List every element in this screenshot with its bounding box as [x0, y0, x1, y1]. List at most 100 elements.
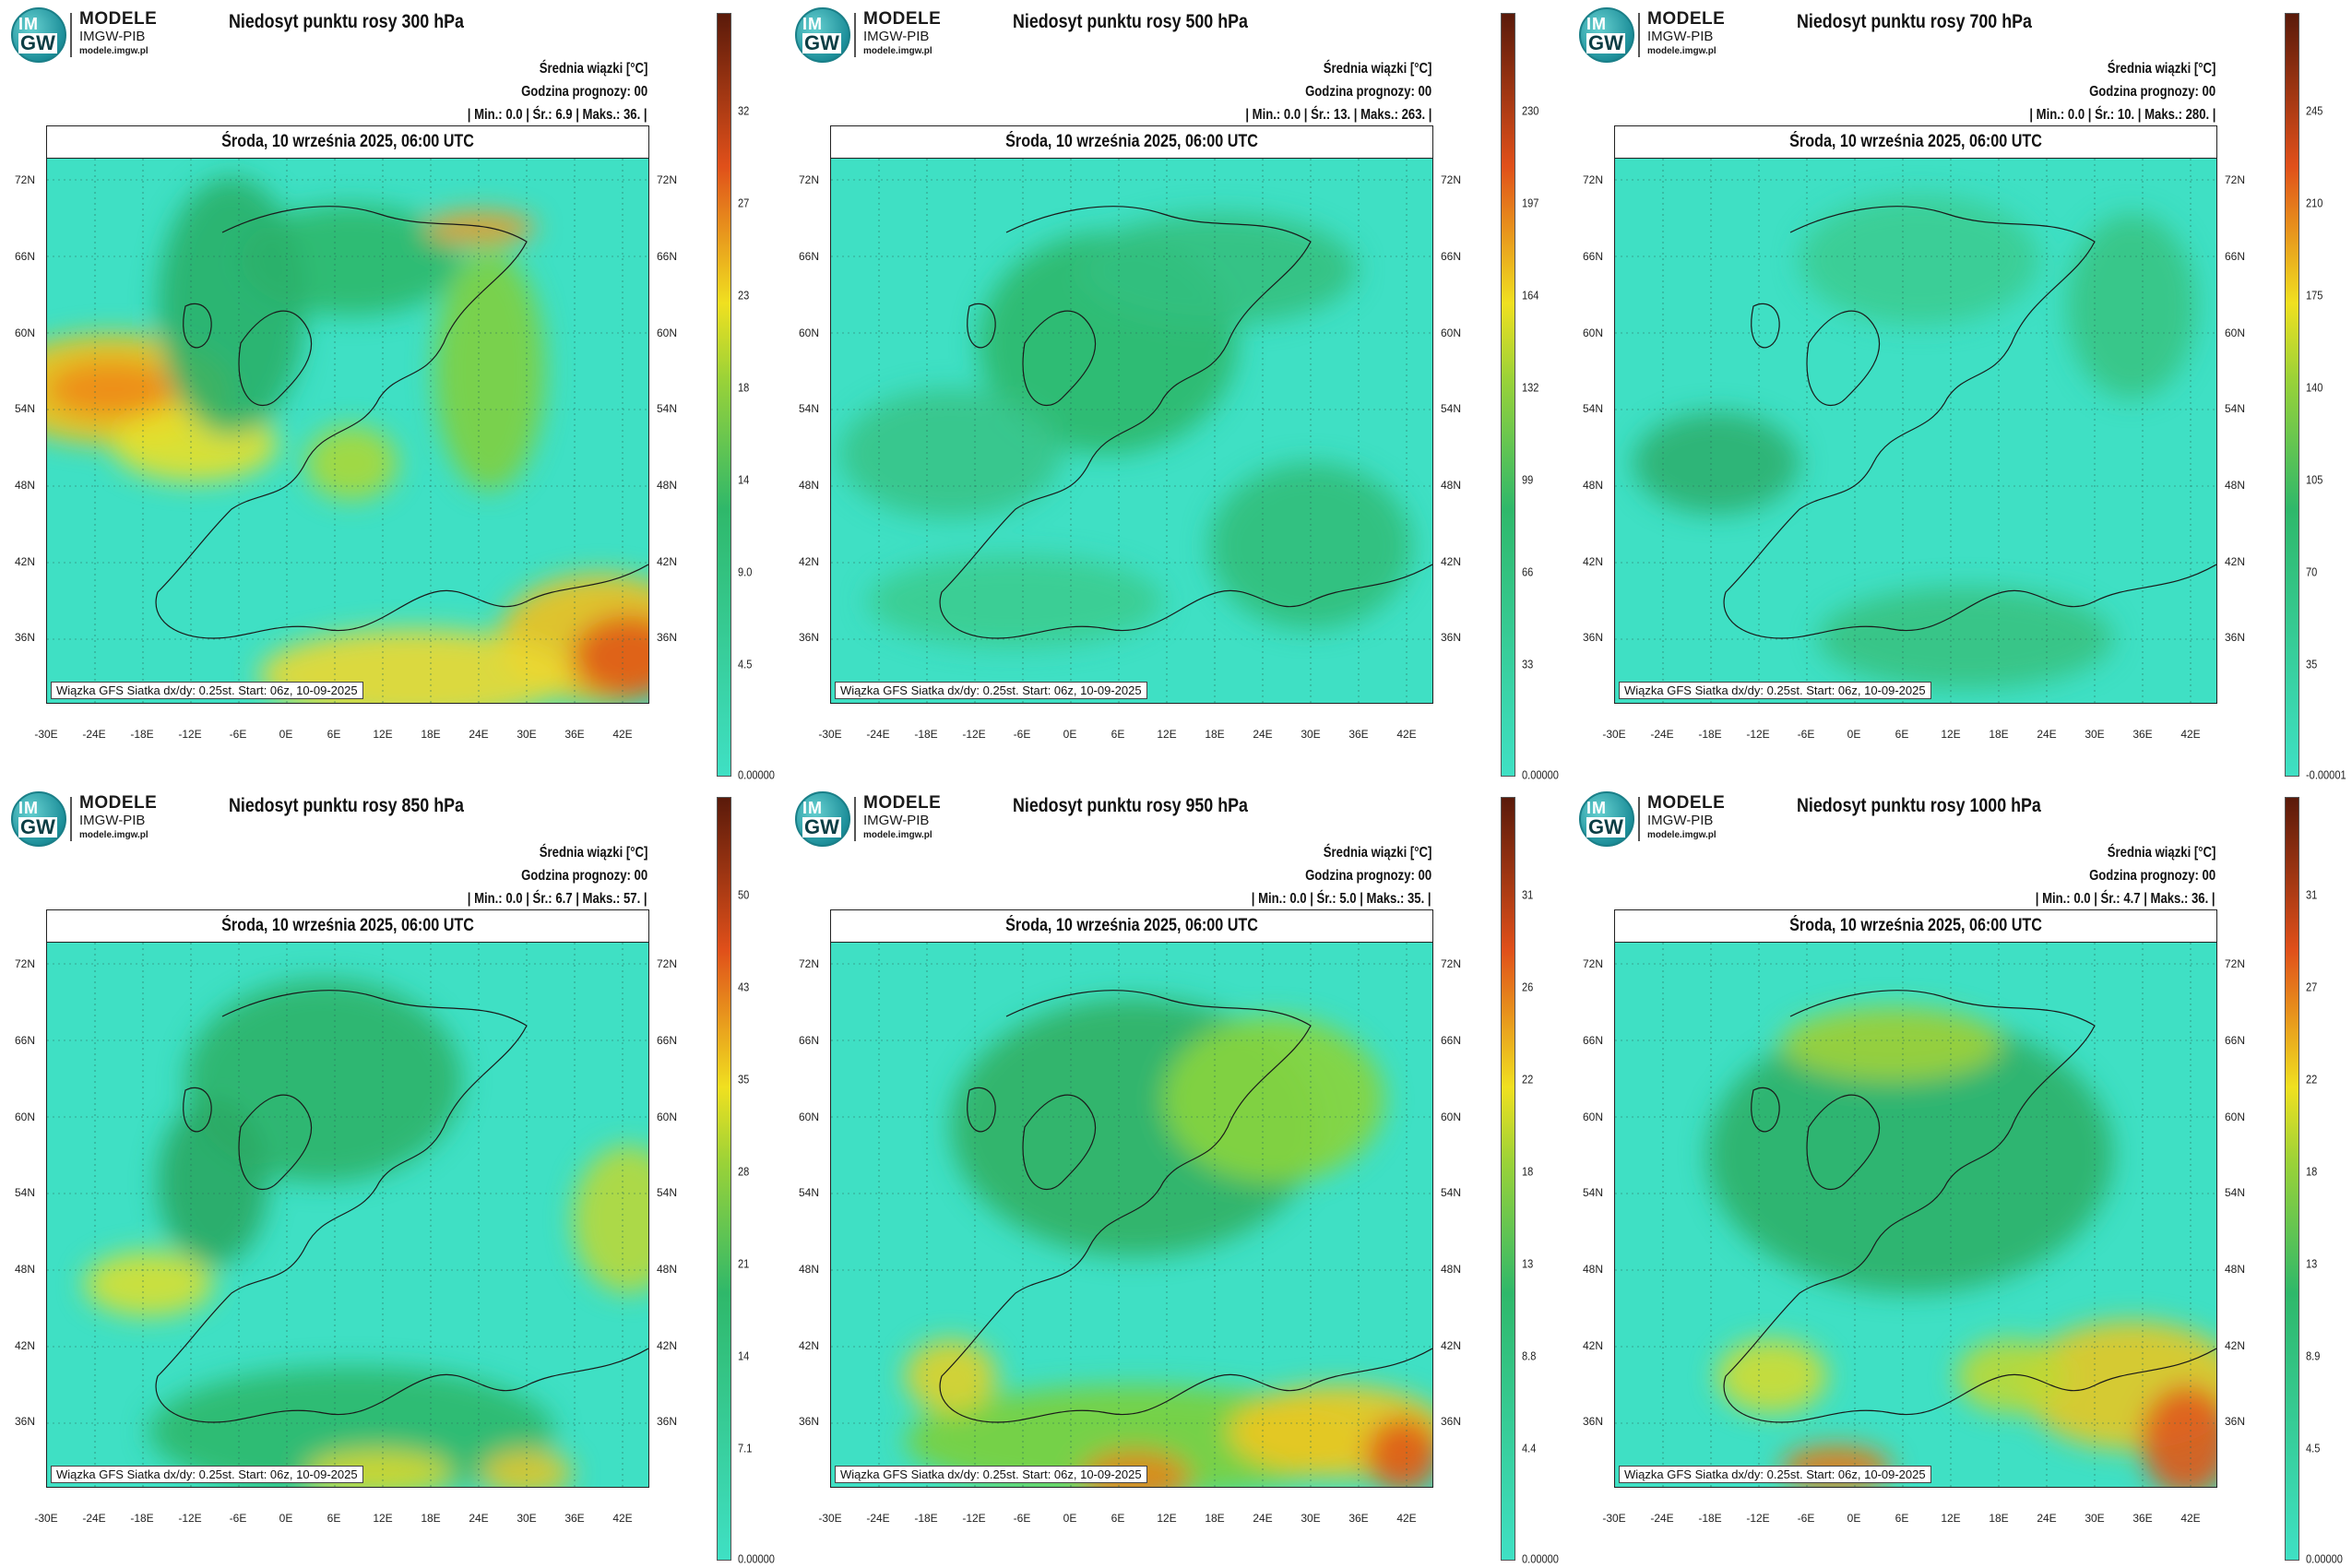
map-frame: Środa, 10 września 2025, 06:00 UTC Wiązka…	[830, 909, 1433, 1488]
stats-line: | Min.: 0.0 | Śr.: 10. | Maks.: 280. |	[2028, 107, 2215, 123]
colorbar-label: 27	[738, 196, 750, 210]
longitude-label: 30E	[2085, 728, 2105, 741]
colorbar-label: -0.00001	[2306, 767, 2346, 782]
longitude-label: 0E	[1847, 1512, 1861, 1525]
latitude-label: 54N	[1441, 1186, 1462, 1199]
latitude-label: 48N	[1441, 1263, 1462, 1276]
latitude-label: 72N	[1582, 173, 1603, 186]
latitude-label: 66N	[798, 1034, 819, 1047]
longitude-label: 30E	[1301, 728, 1321, 741]
field-patch	[434, 251, 545, 491]
latitude-label: 36N	[1441, 631, 1462, 644]
map-frame: Środa, 10 września 2025, 06:00 UTC Wiązka…	[46, 125, 649, 704]
colorbar-label: 27	[2306, 980, 2318, 994]
latitude-label: 48N	[1582, 479, 1603, 492]
latitude-label: 36N	[1582, 631, 1603, 644]
field-patch	[1818, 588, 2113, 689]
latitude-label: 66N	[2225, 1034, 2246, 1047]
logo-subtitle: IMGW-PIB	[79, 29, 146, 44]
model-footer: Wiązka GFS Siatka dx/dy: 0.25st. Start: …	[51, 1466, 363, 1483]
longitude-label: 30E	[2085, 1512, 2105, 1525]
latitude-label: 42N	[657, 555, 678, 568]
model-footer: Wiązka GFS Siatka dx/dy: 0.25st. Start: …	[1619, 1466, 1931, 1483]
average-label: Średnia wiązki [°C]	[2107, 845, 2215, 861]
colorbar-label: 210	[2306, 196, 2323, 210]
longitude-label: 42E	[1396, 1512, 1417, 1525]
longitude-label: 42E	[2180, 1512, 2201, 1525]
logo-title: MODELE	[79, 9, 158, 29]
logo-title: MODELE	[1647, 793, 1726, 813]
longitude-label: 12E	[1941, 728, 1961, 741]
imgw-logo: IM GW MODELE IMGW-PIB modele.imgw.pl	[1579, 7, 1736, 63]
colorbar	[2285, 797, 2299, 1561]
coastline	[1723, 206, 2216, 639]
longitude-label: 6E	[1111, 728, 1125, 741]
latitude-label: 42N	[14, 555, 35, 568]
latitude-label: 54N	[14, 402, 35, 415]
longitude-label: 42E	[612, 1512, 633, 1525]
longitude-label: 6E	[1895, 728, 1909, 741]
colorbar-label: 175	[2306, 288, 2323, 303]
latitude-label: 60N	[1441, 1111, 1462, 1123]
logo-divider	[1638, 797, 1640, 841]
colorbar-label: 140	[2306, 380, 2323, 395]
badge-bottom-text: GW	[802, 31, 841, 54]
colorbar	[2285, 13, 2299, 777]
badge-top-text: IM	[18, 15, 39, 33]
colorbar-label: 14	[738, 472, 750, 487]
latitude-label: 72N	[1441, 957, 1462, 970]
longitude-label: -12E	[1746, 1512, 1770, 1525]
longitude-label: -18E	[914, 728, 938, 741]
longitude-label: -18E	[130, 728, 154, 741]
coastline	[939, 206, 1432, 639]
latitude-label: 72N	[14, 173, 35, 186]
map-frame: Środa, 10 września 2025, 06:00 UTC Wiązka…	[1614, 909, 2217, 1488]
colorbar-label: 32	[738, 103, 750, 118]
longitude-label: 6E	[327, 1512, 341, 1525]
logo-title: MODELE	[79, 793, 158, 813]
average-label: Średnia wiązki [°C]	[2107, 61, 2215, 77]
latitude-label: 66N	[798, 250, 819, 263]
latitude-label: 42N	[14, 1339, 35, 1352]
latitude-label: 60N	[2225, 327, 2246, 339]
colorbar-label: 13	[1522, 1256, 1534, 1271]
latitude-label: 66N	[1441, 1034, 1462, 1047]
stats-line: | Min.: 0.0 | Śr.: 4.7 | Maks.: 36. |	[2036, 891, 2215, 907]
field-patch	[84, 1252, 213, 1316]
badge-top-text: IM	[18, 799, 39, 817]
colorbar-label: 18	[1522, 1164, 1534, 1179]
longitude-label: 24E	[1253, 728, 1273, 741]
longitude-label: 30E	[517, 1512, 537, 1525]
longitude-label: 24E	[469, 728, 489, 741]
colorbar-label: 0.00000	[1522, 1551, 1559, 1566]
latitude-label: 72N	[798, 173, 819, 186]
field-patch	[425, 211, 536, 244]
longitude-label: 12E	[373, 728, 393, 741]
map-date: Środa, 10 września 2025, 06:00 UTC	[831, 126, 1432, 159]
longitude-label: 0E	[1063, 728, 1077, 741]
model-footer: Wiązka GFS Siatka dx/dy: 0.25st. Start: …	[51, 682, 363, 699]
stats-line: | Min.: 0.0 | Śr.: 13. | Maks.: 263. |	[1244, 107, 1431, 123]
longitude-label: 36E	[564, 1512, 585, 1525]
longitude-label: -18E	[914, 1512, 938, 1525]
latitude-label: 54N	[798, 402, 819, 415]
map-frame: Środa, 10 września 2025, 06:00 UTC Wiązka…	[1614, 125, 2217, 704]
latitude-label: 36N	[1582, 1415, 1603, 1428]
colorbar-label: 230	[1522, 103, 1539, 118]
latitude-label: 36N	[798, 1415, 819, 1428]
latitude-label: 48N	[1441, 479, 1462, 492]
latitude-label: 54N	[798, 1186, 819, 1199]
longitude-label: 36E	[1348, 728, 1369, 741]
latitude-label: 42N	[2225, 1339, 2246, 1352]
logo-url: modele.imgw.pl	[1647, 46, 1716, 56]
logo-divider	[1638, 13, 1640, 57]
longitude-label: -12E	[178, 1512, 202, 1525]
latitude-label: 60N	[798, 1111, 819, 1123]
longitude-label: -30E	[1602, 1512, 1626, 1525]
colorbar-label: 105	[2306, 472, 2323, 487]
coastline	[238, 310, 313, 407]
imgw-logo: IM GW MODELE IMGW-PIB modele.imgw.pl	[795, 791, 952, 847]
imgw-badge-icon: IM GW	[11, 791, 66, 847]
latitude-label: 60N	[1582, 1111, 1603, 1123]
longitude-label: 18E	[1989, 728, 2009, 741]
